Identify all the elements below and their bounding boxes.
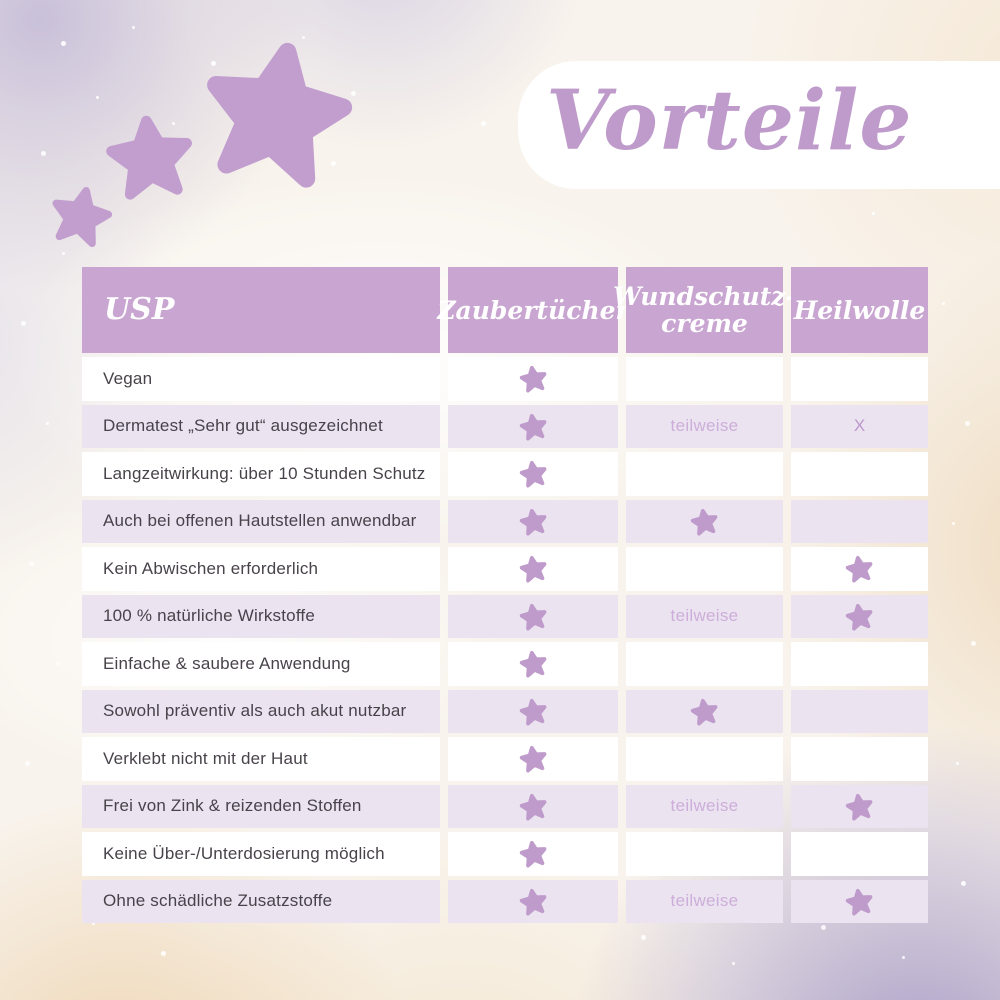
cell-heilwolle: X: [791, 404, 928, 448]
star-icon: [845, 603, 873, 631]
x-mark: X: [853, 416, 866, 436]
column-header-zaubertuecher: Zaubertücher: [437, 267, 629, 353]
cell-heilwolle: [791, 737, 928, 781]
cell-heilwolle: [791, 452, 928, 496]
row-label: Verklebt nicht mit der Haut: [82, 737, 440, 781]
row-label: Kein Abwischen erforderlich: [82, 547, 440, 591]
cell-wundschutzcreme: [626, 642, 783, 686]
star-icon: [519, 841, 546, 868]
cell-heilwolle: [791, 832, 928, 876]
cell-zaubertuecher: [448, 452, 618, 496]
row-label: Langzeitwirkung: über 10 Stunden Schutz: [82, 452, 440, 496]
decorative-star-icon: [44, 178, 118, 252]
cell-wundschutzcreme: teilweise: [626, 404, 783, 448]
star-icon: [845, 888, 873, 916]
cell-zaubertuecher: [448, 689, 618, 733]
comparison-table: USP Zaubertücher Wundschutz-creme Heilwo…: [82, 267, 928, 923]
row-label: Auch bei offenen Hautstellen anwendbar: [82, 499, 440, 543]
partial-label: teilweise: [670, 416, 739, 436]
row-label: 100 % natürliche Wirkstoffe: [82, 594, 440, 638]
cell-zaubertuecher: [448, 547, 618, 591]
star-icon: [519, 793, 546, 821]
star-icon: [519, 366, 546, 393]
cell-heilwolle: [791, 547, 928, 591]
cell-wundschutzcreme: teilweise: [626, 594, 783, 638]
cell-zaubertuecher: [448, 879, 618, 923]
cell-heilwolle: [791, 689, 928, 733]
row-label: Ohne schädliche Zusatzstoffe: [82, 879, 440, 923]
cell-wundschutzcreme: [626, 452, 783, 496]
cell-wundschutzcreme: [626, 737, 783, 781]
cell-zaubertuecher: [448, 737, 618, 781]
column-header-wundschutzcreme: Wundschutz-creme: [613, 267, 796, 353]
cell-zaubertuecher: [448, 832, 618, 876]
partial-label: teilweise: [670, 891, 739, 911]
cell-heilwolle: [791, 594, 928, 638]
cell-wundschutzcreme: [626, 499, 783, 543]
decorative-star-icon: [190, 24, 364, 198]
cell-heilwolle: [791, 642, 928, 686]
row-label: Keine Über-/Unterdosierung möglich: [82, 832, 440, 876]
cell-heilwolle: [791, 499, 928, 543]
cell-zaubertuecher: [448, 357, 618, 401]
star-icon: [519, 413, 546, 441]
star-icon: [845, 793, 873, 821]
decorative-star-icon: [102, 108, 199, 205]
title-banner: Vorteile: [518, 61, 1000, 189]
cell-heilwolle: [791, 879, 928, 923]
star-icon: [690, 698, 718, 726]
column-header-usp: USP: [82, 267, 440, 353]
row-label: Einfache & saubere Anwendung: [82, 642, 440, 686]
star-icon: [519, 556, 546, 583]
cell-heilwolle: [791, 784, 928, 828]
cell-wundschutzcreme: [626, 357, 783, 401]
cell-zaubertuecher: [448, 642, 618, 686]
star-icon: [690, 508, 718, 536]
cell-wundschutzcreme: [626, 689, 783, 733]
star-icon: [519, 603, 546, 631]
page-title: Vorteile: [546, 73, 913, 170]
star-icon: [519, 508, 546, 536]
cell-wundschutzcreme: teilweise: [626, 784, 783, 828]
cell-zaubertuecher: [448, 404, 618, 448]
star-icon: [519, 746, 546, 773]
star-icon: [519, 888, 546, 916]
column-header-heilwolle: Heilwolle: [791, 267, 928, 353]
star-icon: [519, 698, 546, 726]
cell-zaubertuecher: [448, 784, 618, 828]
partial-label: teilweise: [670, 796, 739, 816]
row-label: Vegan: [82, 357, 440, 401]
cell-zaubertuecher: [448, 594, 618, 638]
cell-wundschutzcreme: [626, 547, 783, 591]
row-label: Sowohl präventiv als auch akut nutzbar: [82, 689, 440, 733]
row-label: Dermatest „Sehr gut“ ausgezeichnet: [82, 404, 440, 448]
watercolor-speckles: [0, 0, 3, 3]
cell-heilwolle: [791, 357, 928, 401]
partial-label: teilweise: [670, 606, 739, 626]
cell-wundschutzcreme: [626, 832, 783, 876]
star-icon: [845, 556, 873, 583]
cell-zaubertuecher: [448, 499, 618, 543]
row-label: Frei von Zink & reizenden Stoffen: [82, 784, 440, 828]
cell-wundschutzcreme: teilweise: [626, 879, 783, 923]
star-icon: [519, 461, 546, 488]
star-icon: [519, 651, 546, 678]
